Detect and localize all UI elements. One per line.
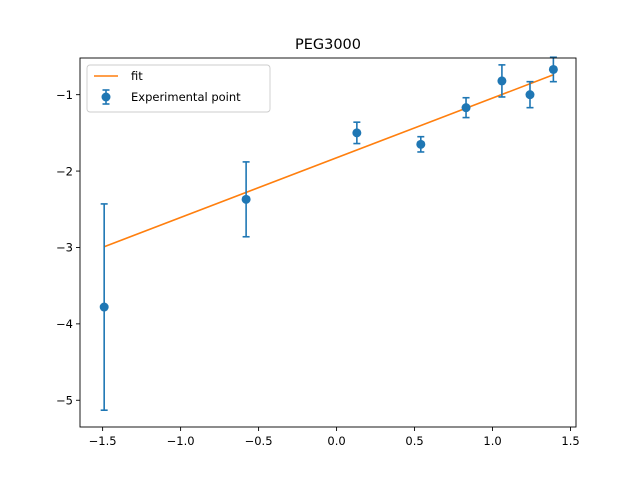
data-point (461, 103, 471, 113)
x-tick-label: 0.5 (405, 434, 423, 448)
legend-label: Experimental point (131, 90, 241, 104)
data-point (548, 64, 558, 74)
series-layer (99, 56, 558, 411)
y-tick-label: −1 (56, 88, 73, 102)
legend: fit Experimental point (86, 64, 271, 113)
data-point (241, 194, 251, 204)
x-tick-label: −1.5 (89, 434, 117, 448)
data-point (352, 128, 362, 138)
x-tick-label: −1.0 (167, 434, 195, 448)
legend-label: fit (131, 69, 143, 83)
fit-line (103, 74, 554, 248)
data-point (525, 90, 535, 100)
x-tick-label: 0.0 (327, 434, 345, 448)
legend-point-swatch (101, 92, 111, 102)
y-tick-label: −4 (56, 317, 73, 331)
y-tick-label: −2 (56, 164, 73, 178)
axes-layer: −1.5 −1.0 −0.5 0.0 0.5 1.0 1.5 −5 −4 −3 −2 −1 (56, 57, 580, 448)
x-tick-label: 1.0 (483, 434, 501, 448)
data-point (416, 139, 426, 149)
y-tick-label: −5 (56, 393, 73, 407)
x-tick-label: −0.5 (245, 434, 273, 448)
data-point (497, 76, 507, 86)
plot-frame (79, 57, 577, 428)
data-point (99, 302, 109, 312)
legend-box (86, 64, 271, 113)
y-tick-label: −3 (56, 241, 73, 255)
chart-title: PEG3000 (295, 37, 361, 53)
x-tick-label: 1.5 (561, 434, 579, 448)
